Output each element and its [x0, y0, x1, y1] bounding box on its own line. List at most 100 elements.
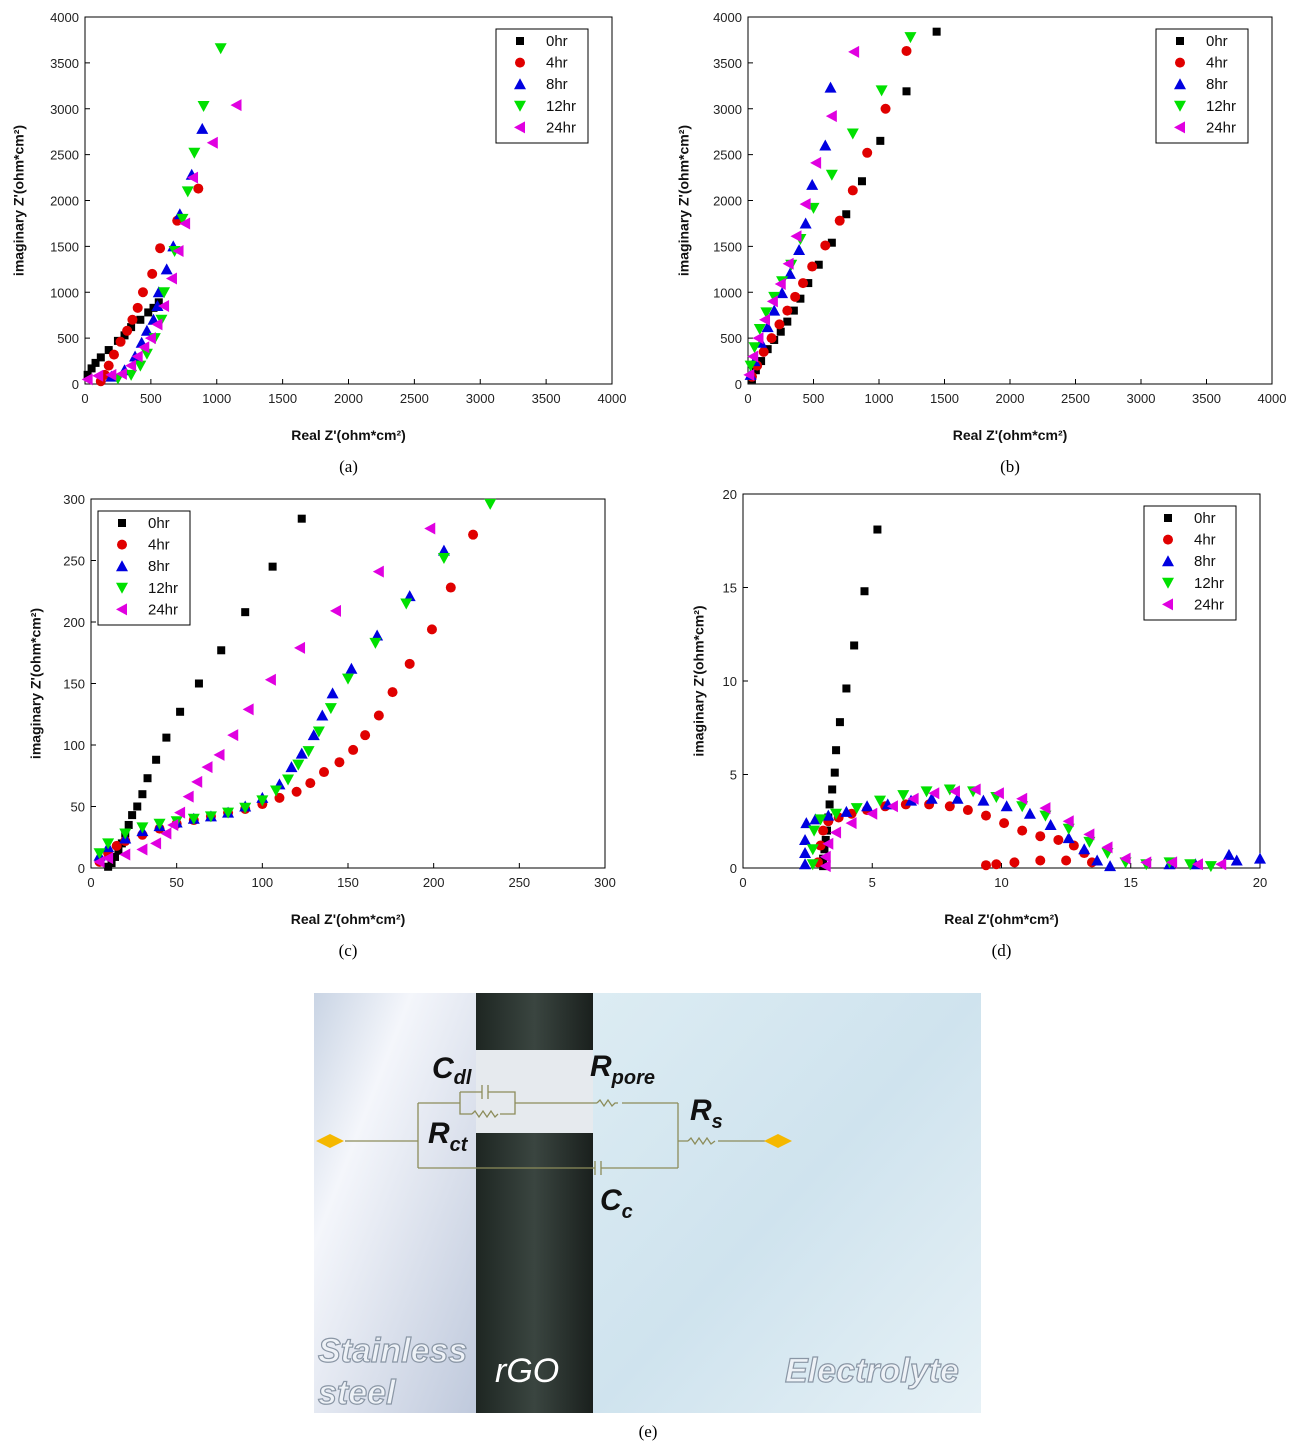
point: [92, 369, 104, 382]
steel-label: steel: [318, 1374, 397, 1412]
point: [143, 774, 152, 783]
point: [800, 817, 813, 829]
point: [1035, 855, 1046, 866]
x-tick-label: 1500: [930, 391, 959, 406]
point: [160, 263, 173, 275]
point: [818, 825, 829, 836]
point: [793, 244, 806, 256]
caption: (e): [639, 1422, 658, 1441]
chart: 0 500 1000 1500 2000 2500 3000 3500 4000 0 500 1000…: [11, 10, 627, 476]
point: [345, 662, 358, 674]
point: [806, 859, 819, 871]
point: [193, 183, 204, 194]
point: [1053, 834, 1064, 845]
point: [400, 598, 413, 610]
point: [445, 582, 456, 593]
point: [330, 604, 342, 617]
point: [873, 525, 882, 534]
point: [93, 855, 105, 868]
point: [187, 813, 200, 825]
legend-label: 4hr: [1206, 55, 1228, 72]
point: [312, 726, 325, 738]
point: [808, 825, 821, 837]
point: [87, 364, 96, 373]
point: [875, 85, 888, 97]
legend-marker: [514, 100, 526, 112]
point: [153, 818, 166, 830]
point: [782, 305, 793, 316]
point: [140, 348, 153, 360]
point: [832, 746, 841, 755]
point: [174, 806, 186, 819]
y-tick-label: 2000: [713, 194, 742, 209]
point: [114, 846, 123, 855]
legend-box: [1143, 505, 1237, 621]
point: [103, 360, 114, 371]
point: [154, 298, 163, 307]
y-tick-label: 200: [63, 615, 85, 630]
point: [196, 122, 209, 134]
point: [850, 641, 859, 650]
point: [820, 240, 831, 251]
legend-marker: [1174, 121, 1185, 134]
point: [1016, 792, 1028, 805]
point: [819, 850, 831, 863]
point: [825, 800, 834, 809]
point: [1009, 857, 1020, 868]
point: [835, 718, 844, 727]
point: [93, 848, 106, 860]
caption: (c): [339, 941, 358, 960]
chart: 0 50 100 150 200 250 300 0 50 100 150 200 250 300 Real…: [28, 492, 616, 960]
point: [132, 302, 143, 313]
legend-label: 8hr: [1194, 553, 1216, 570]
point: [744, 360, 757, 372]
point: [876, 136, 885, 145]
point: [928, 787, 940, 800]
point: [907, 792, 919, 805]
point: [758, 346, 769, 357]
point: [1140, 856, 1152, 869]
point: [1078, 843, 1091, 855]
point: [128, 811, 137, 820]
point: [179, 217, 191, 230]
x-tick-label: 5: [869, 875, 876, 890]
point: [822, 837, 834, 850]
x-tick-label: 0: [744, 391, 751, 406]
point: [120, 331, 129, 340]
point: [828, 785, 837, 794]
point: [977, 794, 990, 806]
point: [1083, 828, 1095, 841]
y-axis-label: imaginary Z'(ohm*cm²): [691, 605, 707, 756]
x-tick-label: 4000: [1258, 391, 1287, 406]
x-tick-label: 2000: [334, 391, 363, 406]
point: [807, 261, 818, 272]
point: [999, 818, 1010, 829]
label-rpore: Rpore: [590, 1050, 655, 1089]
point: [1222, 848, 1235, 860]
point: [774, 319, 785, 330]
point: [782, 257, 794, 270]
point: [144, 332, 156, 345]
legend-marker: [1174, 78, 1186, 90]
point: [297, 514, 306, 523]
point: [426, 624, 437, 635]
legend-label: 12hr: [1194, 575, 1224, 592]
y-tick-label: 4000: [713, 10, 742, 25]
point: [437, 544, 450, 556]
y-tick-label: 150: [63, 677, 85, 692]
point: [125, 369, 138, 381]
point: [264, 673, 276, 686]
point: [1023, 807, 1036, 819]
legend-marker: [116, 603, 127, 616]
y-tick-label: 0: [730, 861, 737, 876]
point: [1039, 810, 1052, 822]
point: [925, 792, 938, 804]
y-tick-label: 3500: [50, 56, 79, 71]
y-tick-label: 2500: [50, 148, 79, 163]
y-tick-label: 3000: [713, 102, 742, 117]
point: [468, 529, 479, 540]
point: [806, 178, 819, 190]
point: [239, 802, 252, 814]
label-cdl: Cdl: [432, 1052, 472, 1089]
point: [766, 333, 777, 344]
